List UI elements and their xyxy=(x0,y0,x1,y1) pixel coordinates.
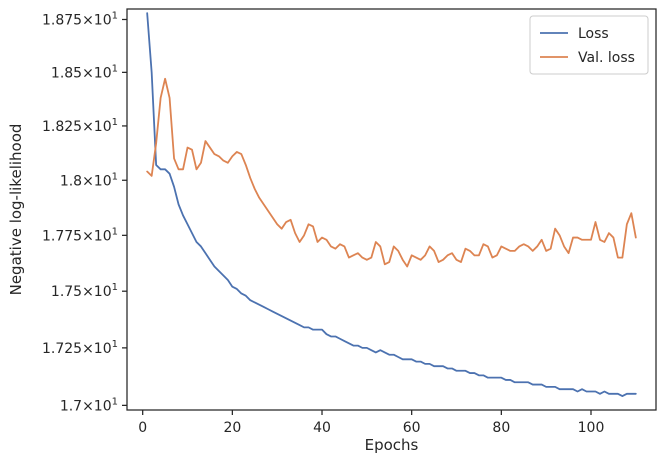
y-tick-label: 1.75×101 xyxy=(51,282,118,300)
y-tick-label: 1.8×101 xyxy=(60,171,118,189)
series-line-loss xyxy=(146,12,637,398)
x-tick-label: 80 xyxy=(492,420,510,436)
legend-label: Val. loss xyxy=(578,50,635,66)
legend-box xyxy=(529,15,649,75)
y-tick-label: 1.725×101 xyxy=(42,339,118,357)
y-tick-label: 1.775×101 xyxy=(42,226,118,244)
plot-frame xyxy=(126,8,657,411)
legend: Loss Val. loss xyxy=(529,15,649,75)
legend-label: Loss xyxy=(578,26,609,42)
y-axis-label: Negative log-likelihood xyxy=(7,124,25,296)
y-tick-label: 1.7×101 xyxy=(60,396,118,414)
series-layer xyxy=(146,12,637,398)
y-tick-label: 1.85×101 xyxy=(51,63,118,81)
x-tick-label: 60 xyxy=(403,420,421,436)
series-line-val-loss xyxy=(146,77,637,268)
y-tick-label: 1.875×101 xyxy=(42,10,118,28)
x-tick-label: 40 xyxy=(313,420,331,436)
x-tick-label: 20 xyxy=(223,420,241,436)
x-tick-label: 100 xyxy=(578,420,605,436)
y-axis-ticks: 1.7×101 1.725×101 1.75×101 1.775×101 1.8×101… xyxy=(42,10,127,414)
x-tick-label: 0 xyxy=(138,420,147,436)
x-axis-ticks: 0 20 40 60 80 100 xyxy=(138,410,604,436)
y-tick-label: 1.825×101 xyxy=(42,117,118,135)
x-axis-label: Epochs xyxy=(365,436,419,454)
